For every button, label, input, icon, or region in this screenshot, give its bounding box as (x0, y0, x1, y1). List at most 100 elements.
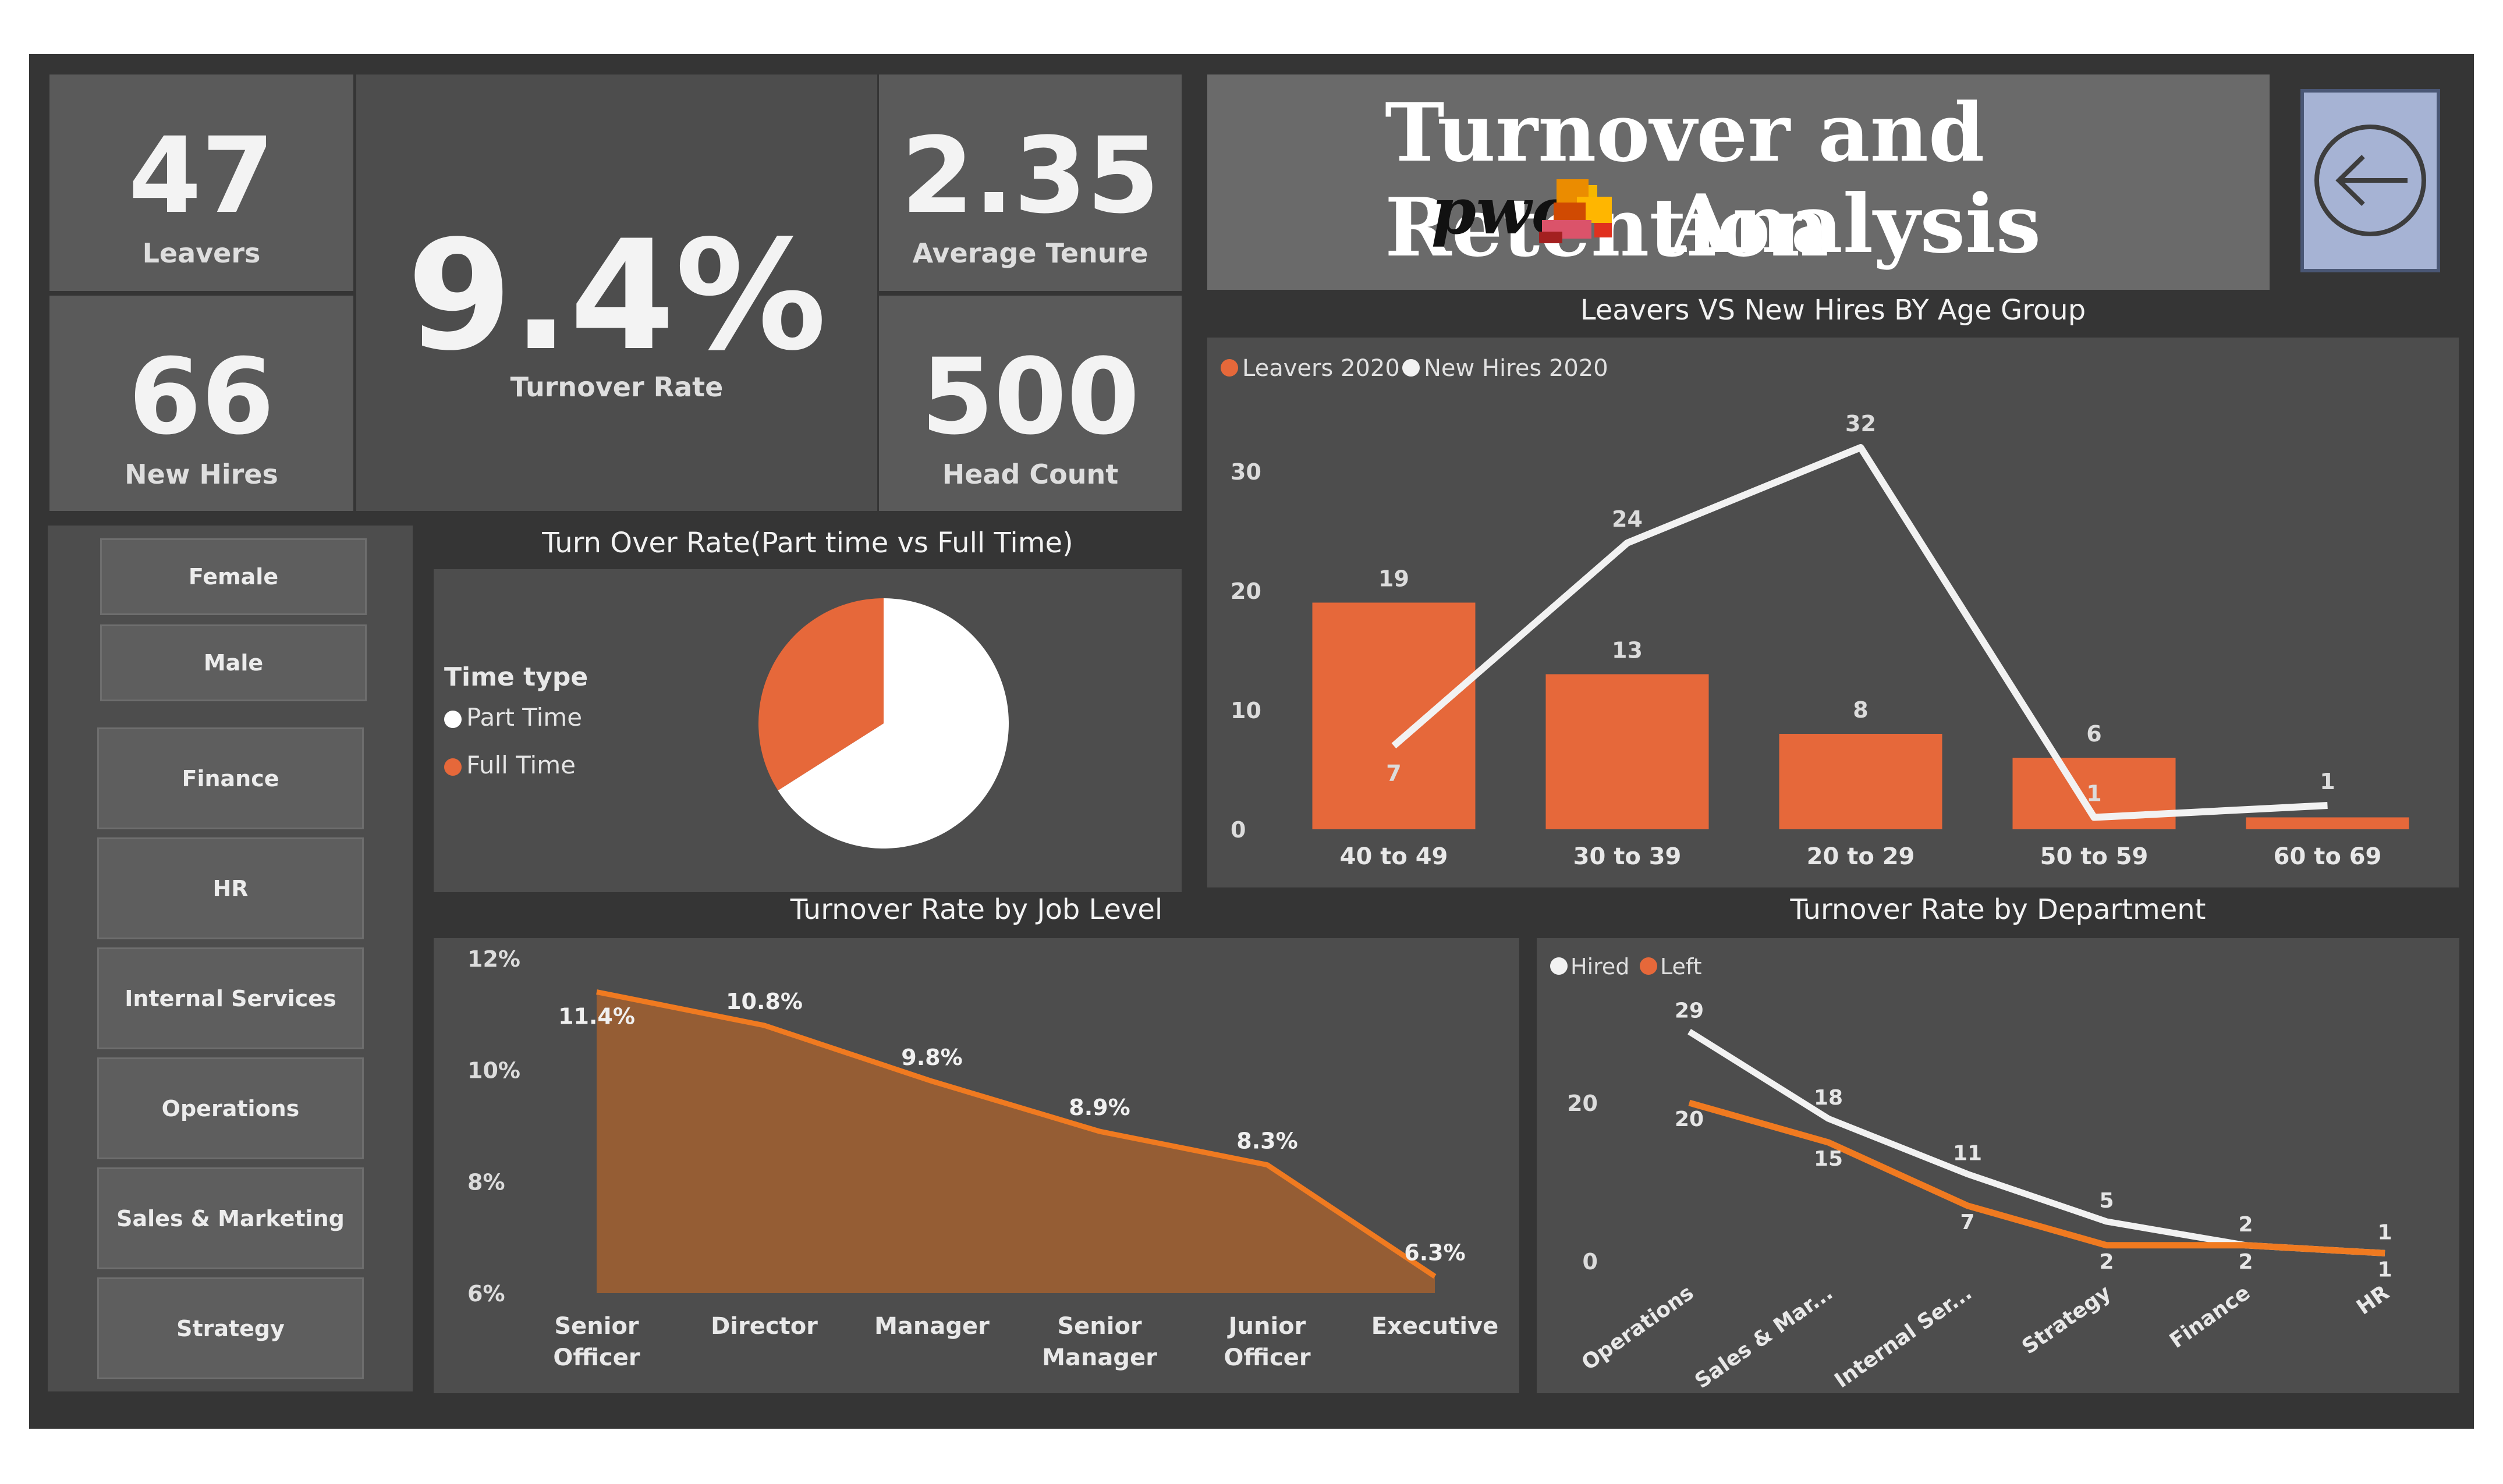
kpi-tenure-value: 2.35 (900, 115, 1160, 237)
kpi-leavers-card: 47 Leavers (49, 74, 353, 291)
x-tick-label: Operations (1577, 1281, 1698, 1375)
age-group-chart: Leavers 2020 New Hires 2020 0 10 20 30 19 40 to… (1221, 355, 2409, 870)
bar-data-label: 13 (1612, 638, 1643, 663)
x-tick-label: HR (2352, 1281, 2394, 1320)
line-new-hires[interactable] (1391, 444, 2328, 821)
x-tick-label: Senior (1057, 1313, 1142, 1340)
bar-leavers[interactable] (1312, 602, 1476, 830)
y-tick-label: 20 (1231, 578, 1261, 604)
y-tick-label: 6% (467, 1281, 505, 1307)
kpi-tenure-label: Average Tenure (912, 237, 1148, 269)
legend-label: Left (1660, 954, 1702, 979)
x-tick-label: Director (711, 1313, 818, 1340)
back-button[interactable] (2300, 89, 2440, 272)
slicer-panel: Female Male Finance HR Internal Services… (48, 526, 413, 1391)
kpi-new-hires-value: 66 (128, 336, 275, 458)
legend-label: Leavers 2020 (1242, 355, 1400, 382)
kpi-tenure-card: 2.35 Average Tenure (879, 74, 1182, 291)
slicer-operations[interactable]: Operations (97, 1057, 364, 1159)
x-tick-label: Manager (874, 1313, 990, 1340)
slicer-female[interactable]: Female (100, 538, 367, 615)
x-tick-label: Finance (2165, 1281, 2254, 1353)
area-data-label: 9.8% (901, 1045, 962, 1070)
x-tick-label: Officer (553, 1344, 640, 1371)
pie-slice-full-time[interactable] (758, 598, 884, 791)
pie-slice-part-time[interactable] (778, 598, 1009, 848)
job-chart-panel: 6% 8% 10% 12% 11.4% Senior Officer 10.8% Directo… (434, 938, 1519, 1393)
page-title-line1: Turnover and Retention (1385, 85, 1985, 275)
kpi-new-hires-label: New Hires (125, 459, 278, 490)
line-data-label: 29 (1675, 999, 1704, 1023)
bar-data-label: 8 (1853, 697, 1868, 723)
legend-marker (1402, 359, 1420, 377)
x-tick-label: Executive (1371, 1313, 1498, 1340)
slicer-internal-services[interactable]: Internal Services (97, 947, 364, 1049)
line-data-label: 11 (1953, 1141, 1982, 1165)
slicer-strategy[interactable]: Strategy (97, 1277, 364, 1379)
kpi-turnover-label: Turnover Rate (510, 371, 724, 403)
dept-chart-title: Turnover Rate by Department (1790, 893, 2206, 926)
x-tick-label: Junior (1227, 1313, 1306, 1340)
age-chart-title: Leavers VS New Hires BY Age Group (1580, 294, 2086, 326)
line-data-label: 32 (1845, 411, 1876, 436)
y-tick-label: 12% (467, 946, 520, 972)
area-data-label: 10.8% (726, 989, 803, 1014)
kpi-turnover-value: 9.4% (406, 208, 827, 384)
bar-leavers[interactable] (1545, 674, 1709, 830)
kpi-turnover-card: 9.4% Turnover Rate (356, 74, 877, 511)
legend-marker (1640, 957, 1657, 975)
legend-label: Hired (1570, 954, 1629, 979)
y-tick-label: 0 (1231, 817, 1246, 843)
area-data-label: 8.9% (1069, 1095, 1130, 1120)
job-level-chart: 6% 8% 10% 12% 11.4% Senior Officer 10.8% Directo… (467, 946, 1498, 1371)
slicer-sales-marketing[interactable]: Sales & Marketing (97, 1167, 364, 1269)
bar-leavers[interactable] (1779, 734, 1942, 829)
y-tick-label: 10% (467, 1058, 520, 1084)
x-tick-label: 30 to 39 (1573, 843, 1682, 870)
line-data-label: 2 (2238, 1250, 2253, 1274)
kpi-headcount-label: Head Count (942, 459, 1119, 490)
line-data-label: 7 (1960, 1210, 1974, 1234)
x-tick-label: 20 to 29 (1807, 843, 1915, 870)
line-data-label: 18 (1814, 1086, 1843, 1110)
y-tick-label: 8% (467, 1169, 505, 1195)
line-data-label: 1 (2377, 1258, 2392, 1281)
pie-chart-panel: Time type Part Time Full Time (434, 569, 1182, 892)
pie-legend-title: Time type (444, 662, 588, 692)
line-data-label: 5 (2099, 1189, 2114, 1213)
line-data-label: 24 (1612, 506, 1643, 532)
line-data-label: 15 (1814, 1147, 1843, 1171)
line-data-label: 20 (1675, 1107, 1704, 1131)
x-tick-label: Strategy (2018, 1281, 2115, 1359)
line-data-label: 1 (2377, 1220, 2392, 1244)
kpi-headcount-card: 500 Head Count (879, 296, 1182, 511)
area-data-label: 6.3% (1404, 1240, 1465, 1265)
x-tick-label: Senior (554, 1313, 639, 1340)
bar-data-label: 6 (2086, 721, 2101, 747)
line-hired[interactable] (1687, 1028, 2385, 1256)
line-data-label: 7 (1386, 761, 1401, 786)
area-line[interactable] (596, 989, 1437, 1279)
line-data-label: 2 (2099, 1250, 2114, 1274)
bar-leavers[interactable] (2246, 817, 2409, 830)
dept-chart-panel: Hired Left 0 20 29 18 11 5 2 1 20 15 7 2 2 1 Operations S… (1537, 938, 2459, 1393)
y-tick-label: 30 (1231, 459, 1261, 485)
pie-legend-label: Full Time (466, 751, 576, 779)
slicer-hr[interactable]: HR (97, 837, 364, 939)
bar-data-label: 19 (1378, 566, 1409, 592)
line-left[interactable] (1688, 1099, 2385, 1256)
slicer-male[interactable]: Male (100, 624, 367, 701)
slicer-finance[interactable]: Finance (97, 727, 364, 829)
pie-legend-item: Full Time (444, 751, 576, 779)
x-tick-label: Officer (1224, 1344, 1310, 1371)
x-tick-label: 40 to 49 (1340, 843, 1448, 870)
y-tick-label: 10 (1231, 698, 1261, 723)
legend-marker (1550, 957, 1568, 975)
arrow-left-circle-icon (2314, 125, 2426, 236)
page-title-line2: Analysis (1670, 176, 2041, 271)
title-card: Turnover and Retention pwc Analysis (1207, 74, 2270, 290)
kpi-new-hires-card: 66 New Hires (49, 296, 353, 511)
x-tick-label: Sales & Mar... (1690, 1281, 1837, 1393)
kpi-headcount-value: 500 (921, 336, 1140, 458)
